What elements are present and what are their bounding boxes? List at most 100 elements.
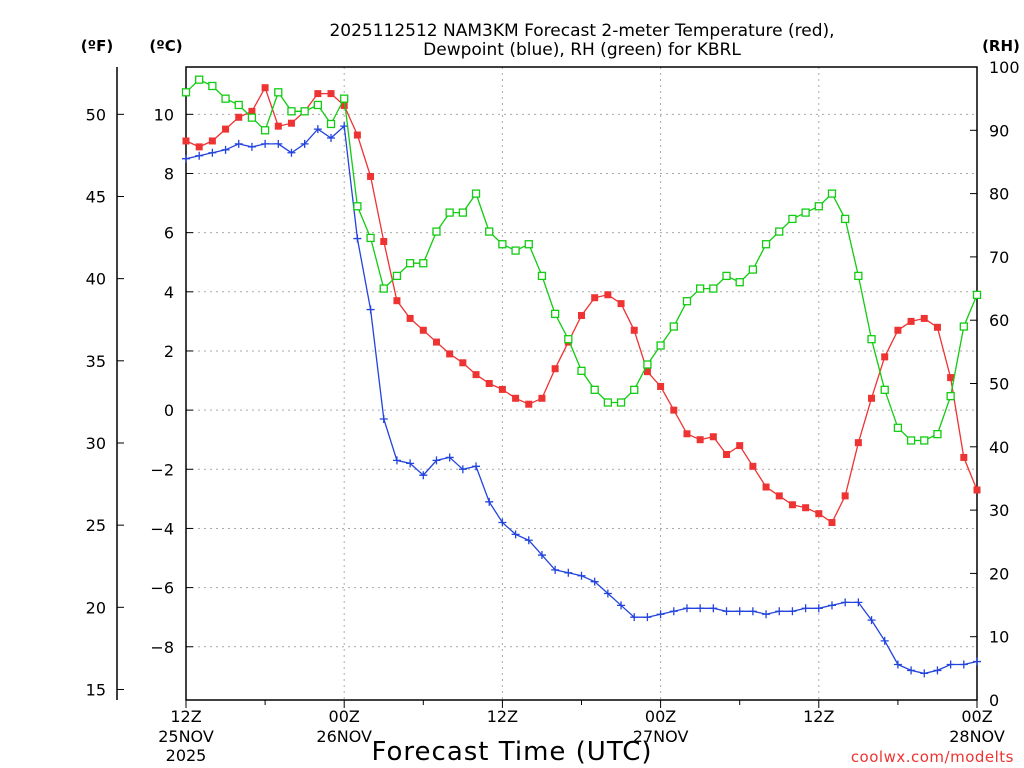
celsius-tick-label: −8 [150,638,174,657]
temperature-point [762,483,770,491]
temperature-point [960,453,968,461]
dewpoint-point [445,453,454,462]
rh-point [195,75,204,84]
rh-point [893,423,903,432]
temperature-point [947,374,955,382]
rh-point [577,366,586,375]
dewpoint-point [709,604,718,613]
x-tick-label: 00Z [329,707,360,726]
temperature-point [327,90,335,98]
temperature-point [604,291,612,299]
temperature-point [248,107,256,115]
fahrenheit-tick-label: 25 [86,516,106,535]
rh-tick-label: 60 [989,311,1009,330]
x-tick-label: 12Z [487,707,518,726]
rh-point [366,233,375,243]
rh-point [432,227,441,236]
x-tick-date-label: 26NOV [316,727,372,746]
temperature-point [314,90,322,98]
dewpoint-point [603,589,612,598]
celsius-tick-label: 8 [164,164,174,183]
temperature-point [472,371,480,379]
dewpoint-point [814,604,823,613]
dewpoint-point [669,607,678,616]
rh-point [880,385,889,394]
x-tick-label: 00Z [961,707,992,726]
chart-title-line1: 2025112512 NAM3KM Forecast 2-meter Tempe… [329,21,834,41]
temperature-point [498,385,506,393]
temperature-point [933,323,941,331]
dewpoint-point [458,465,467,474]
dewpoint-point [221,145,230,154]
dewpoint-point [392,456,401,465]
rh-point [788,214,797,224]
dewpoint-point [682,604,691,613]
temperature-point [340,101,348,109]
rh-point [682,297,692,306]
rh-tick-label: 0 [989,691,999,710]
dewpoint-point [656,610,665,619]
rh-point [920,436,929,445]
rh-point [827,189,837,198]
fahrenheit-tick-label: 15 [86,680,106,699]
fahrenheit-tick-label: 30 [86,434,106,453]
dewpoint-point [643,613,652,622]
rh-unit-label: (RH) [982,37,1020,55]
temperature-point [894,326,902,334]
rh-point [656,341,665,350]
temperature-point [617,300,625,308]
rh-point [722,271,731,281]
temperature-point [538,394,546,402]
dewpoint-point [551,565,560,574]
dewpoint-point [379,414,388,423]
temperature-point [512,394,520,402]
rh-point [287,107,296,116]
rh-point [590,385,599,394]
celsius-tick-label: 6 [164,224,174,243]
temperature-point [235,113,243,121]
rh-point [616,398,626,407]
rh-point [445,208,454,217]
rh-point [748,265,758,274]
celsius-tick-label: 10 [154,105,174,124]
fahrenheit-tick-label: 45 [86,187,106,206]
dewpoint-point [274,139,283,148]
rh-point [841,214,850,224]
temperature-point [723,450,731,458]
x-tick-year-label: 2025 [166,746,207,765]
rh-point [709,284,718,293]
rh-point [972,290,982,300]
dewpoint-point [353,234,362,243]
rh-point [260,126,270,135]
temperature-point [907,317,915,325]
rh-line [185,78,978,442]
rh-tick-label: 30 [989,501,1009,520]
rh-point [379,284,388,293]
temperature-point [973,486,981,494]
dewpoint-point [959,660,968,669]
dewpoint-series [182,122,981,678]
rh-point [274,88,283,97]
chart-axes [116,66,978,701]
rh-point [867,335,876,344]
dewpoint-point [327,133,336,142]
rh-point [814,202,823,211]
temperature-point [920,314,928,322]
dewpoint-point [775,607,784,616]
temperature-point [446,350,454,358]
celsius-tick-label: −6 [150,579,174,598]
rh-point [946,392,955,401]
fahrenheit-tick-label: 40 [86,270,106,289]
rh-point [300,107,309,116]
dewpoint-point [801,604,810,613]
temperature-point [854,439,862,447]
rh-point [221,94,230,103]
temperature-point [670,406,678,414]
dewpoint-point [880,636,889,645]
temperature-point [393,297,401,305]
celsius-tick-label: 0 [164,401,174,420]
dewpoint-point [247,142,256,151]
temperature-point [683,430,691,438]
rh-point [801,208,810,217]
